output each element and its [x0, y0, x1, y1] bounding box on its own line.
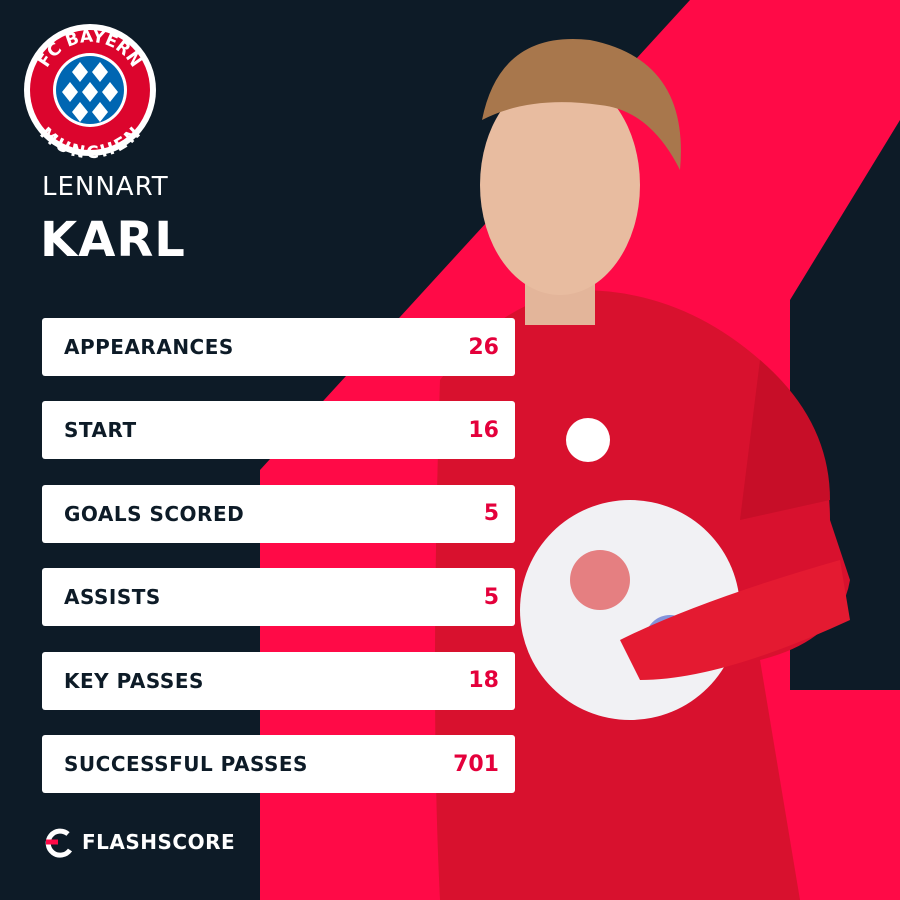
- last-name: KARL: [40, 212, 186, 268]
- player-figure: [435, 39, 850, 900]
- stat-row: KEY PASSES 18: [42, 651, 515, 710]
- first-name: LENNART: [42, 172, 169, 202]
- stat-label: SUCCESSFUL PASSES: [64, 752, 308, 776]
- stat-row: ASSISTS 5: [42, 568, 515, 627]
- stat-label: APPEARANCES: [64, 335, 234, 359]
- stat-value: 5: [483, 584, 499, 610]
- stat-value: 16: [468, 417, 499, 443]
- stat-row: SUCCESSFUL PASSES 701: [42, 735, 515, 793]
- stat-label: ASSISTS: [64, 585, 161, 610]
- stat-label: KEY PASSES: [64, 668, 204, 693]
- stat-row: GOALS SCORED 5: [42, 484, 515, 543]
- club-badge: FC BAYERN MUNCHEN: [24, 24, 156, 163]
- stat-value: 18: [468, 668, 499, 694]
- brand: FLASHSCORE: [82, 830, 236, 854]
- brand-icon: [45, 828, 73, 858]
- stat-label: GOALS SCORED: [64, 501, 245, 526]
- stat-row: APPEARANCES 26: [42, 318, 515, 376]
- stat-label: START: [64, 418, 137, 443]
- stat-value: 5: [483, 501, 499, 527]
- stat-row: START 16: [42, 401, 515, 460]
- stat-value: 701: [453, 751, 499, 777]
- stat-value: 26: [468, 334, 499, 360]
